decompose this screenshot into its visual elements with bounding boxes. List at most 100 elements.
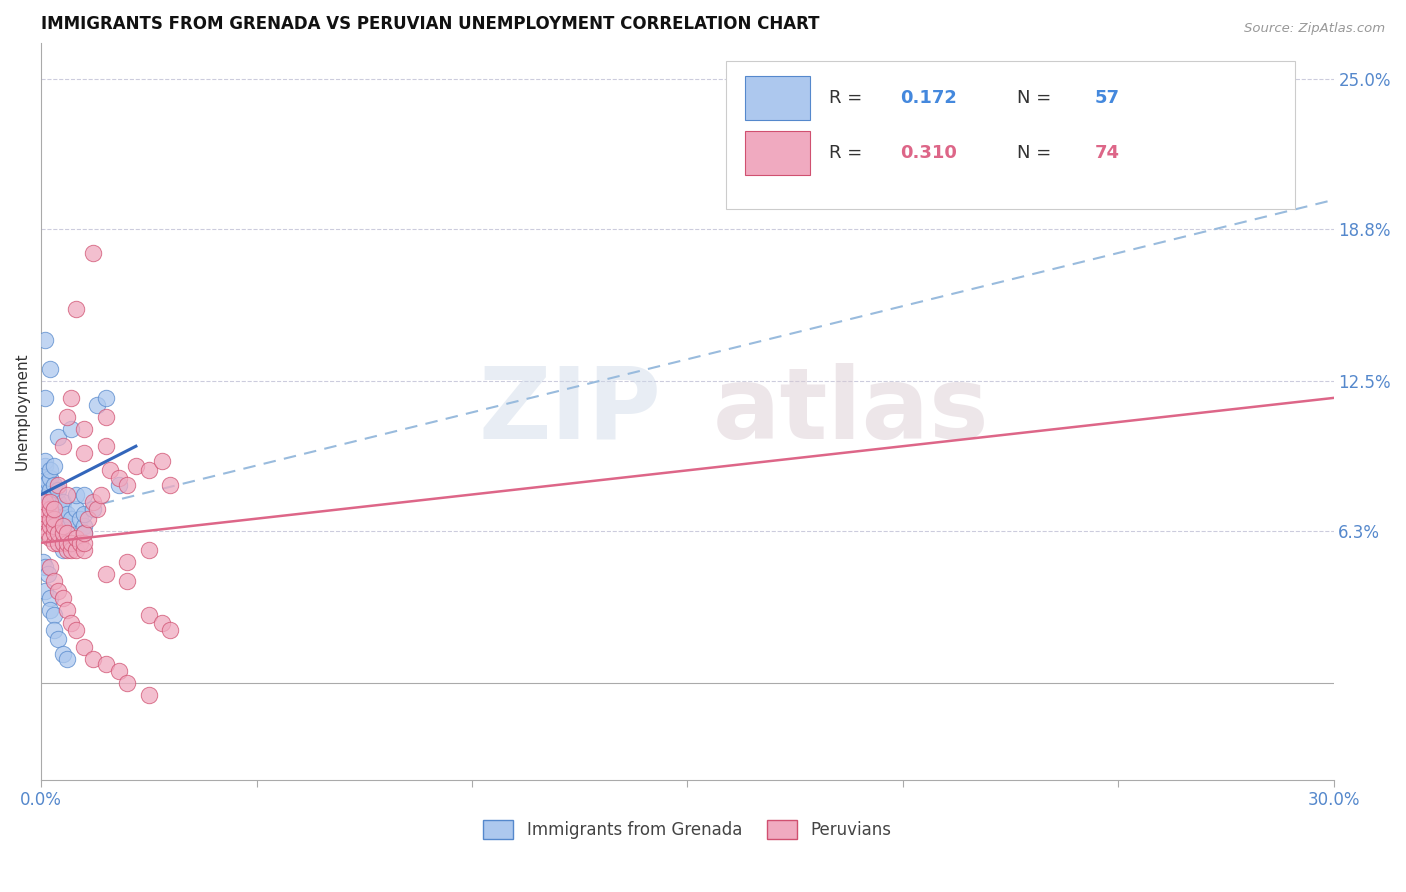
Point: [56, 543, 79, 558]
Point: [38, 470, 60, 484]
Point: [42, 487, 65, 501]
Point: [117, 478, 139, 492]
Point: [150, 453, 173, 467]
Text: 74: 74: [1094, 145, 1119, 162]
Point: [125, 458, 148, 473]
Point: [60, 543, 83, 558]
Text: 0.310: 0.310: [901, 145, 957, 162]
Point: [65, 487, 87, 501]
Point: [42, 458, 65, 473]
Point: [86, 398, 108, 412]
Point: [52, 526, 75, 541]
Text: R =: R =: [830, 145, 869, 162]
Point: [56, 487, 79, 501]
Point: [34, 502, 56, 516]
Point: [94, 567, 117, 582]
Point: [52, 647, 75, 661]
Text: R =: R =: [830, 89, 869, 107]
Point: [73, 507, 96, 521]
Point: [34, 453, 56, 467]
Point: [60, 422, 83, 436]
Point: [82, 246, 104, 260]
Point: [65, 301, 87, 316]
Point: [56, 410, 79, 425]
Y-axis label: Unemployment: Unemployment: [15, 352, 30, 470]
Point: [65, 531, 87, 545]
Point: [42, 511, 65, 525]
Point: [42, 536, 65, 550]
Point: [52, 536, 75, 550]
Point: [37, 487, 59, 501]
Point: [42, 574, 65, 589]
Point: [94, 391, 117, 405]
Point: [52, 591, 75, 606]
Point: [117, 555, 139, 569]
Point: [56, 519, 79, 533]
Point: [117, 574, 139, 589]
Point: [37, 567, 59, 582]
Point: [38, 362, 60, 376]
Point: [37, 475, 59, 490]
Point: [42, 519, 65, 533]
Point: [52, 495, 75, 509]
Text: 57: 57: [1094, 89, 1119, 107]
Point: [42, 623, 65, 637]
Point: [73, 526, 96, 541]
Point: [60, 511, 83, 525]
FancyBboxPatch shape: [725, 62, 1295, 209]
Point: [32, 502, 55, 516]
Point: [34, 483, 56, 497]
Point: [38, 560, 60, 574]
Point: [38, 531, 60, 545]
Point: [38, 507, 60, 521]
Point: [38, 495, 60, 509]
Point: [38, 463, 60, 477]
Point: [159, 623, 181, 637]
FancyBboxPatch shape: [745, 76, 810, 120]
Point: [150, 615, 173, 630]
Point: [94, 439, 117, 453]
Point: [138, 608, 160, 623]
Point: [73, 526, 96, 541]
Point: [60, 615, 83, 630]
Point: [65, 502, 87, 516]
Point: [42, 511, 65, 525]
Point: [73, 519, 96, 533]
Point: [56, 507, 79, 521]
Point: [56, 526, 79, 541]
Legend: Immigrants from Grenada, Peruvians: Immigrants from Grenada, Peruvians: [477, 814, 898, 846]
Point: [94, 410, 117, 425]
Point: [34, 511, 56, 525]
Point: [42, 608, 65, 623]
Text: N =: N =: [1017, 145, 1057, 162]
Point: [38, 603, 60, 617]
Text: atlas: atlas: [713, 363, 990, 459]
Point: [38, 483, 60, 497]
Point: [73, 487, 96, 501]
Point: [60, 391, 83, 405]
Point: [42, 502, 65, 516]
Point: [38, 495, 60, 509]
Point: [98, 463, 121, 477]
Point: [34, 470, 56, 484]
Point: [34, 560, 56, 574]
Point: [46, 526, 69, 541]
Point: [34, 495, 56, 509]
Point: [34, 458, 56, 473]
Point: [34, 333, 56, 347]
Point: [46, 632, 69, 647]
Point: [34, 495, 56, 509]
Point: [107, 664, 129, 678]
Point: [34, 391, 56, 405]
Point: [46, 495, 69, 509]
Point: [38, 502, 60, 516]
Point: [46, 507, 69, 521]
Point: [38, 591, 60, 606]
Point: [32, 555, 55, 569]
FancyBboxPatch shape: [745, 131, 810, 176]
Point: [38, 519, 60, 533]
Point: [42, 526, 65, 541]
Point: [82, 495, 104, 509]
Point: [38, 511, 60, 525]
Point: [38, 502, 60, 516]
